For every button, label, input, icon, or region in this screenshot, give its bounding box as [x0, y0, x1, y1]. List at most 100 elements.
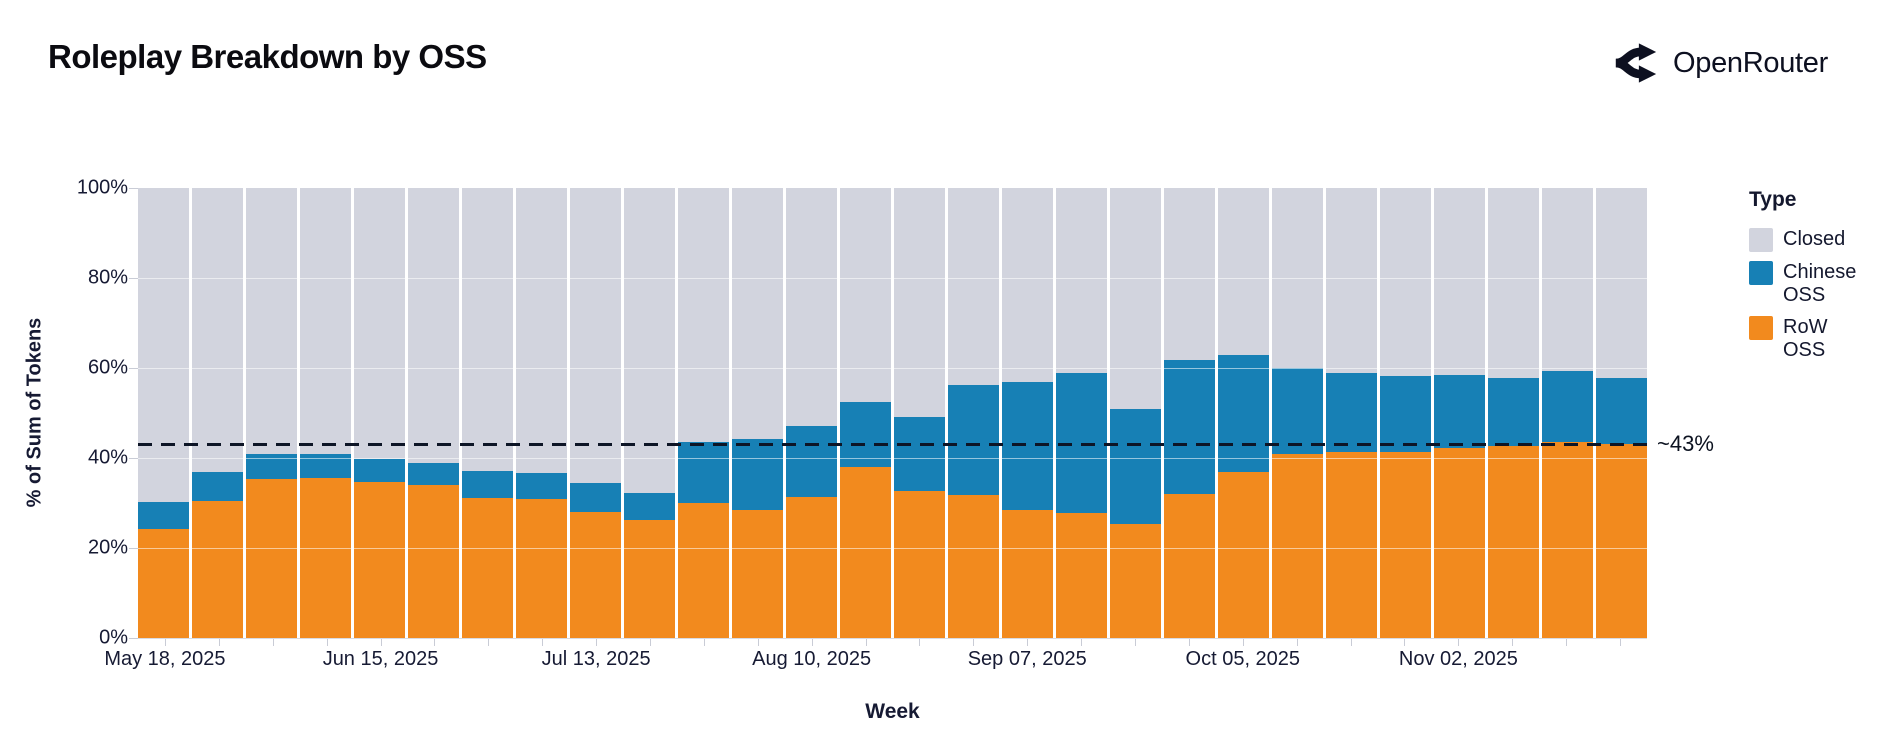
segment-row-oss — [1596, 444, 1647, 638]
bar-aug-17-2025[interactable] — [840, 188, 891, 638]
bar-oct-05-2025[interactable] — [1218, 188, 1269, 638]
x-tick-mark — [1081, 639, 1083, 646]
segment-chinese-oss — [138, 501, 189, 530]
segment-closed — [408, 188, 459, 463]
segment-closed — [894, 188, 945, 417]
bar-jul-27-2025[interactable] — [678, 188, 729, 638]
segment-chinese-oss — [1434, 375, 1485, 449]
bar-sep-21-2025[interactable] — [1110, 188, 1161, 638]
segment-chinese-oss — [1056, 372, 1107, 514]
segment-chinese-oss — [948, 385, 999, 495]
bar-aug-10-2025[interactable] — [786, 188, 837, 638]
segment-row-oss — [948, 494, 999, 638]
bar-jul-20-2025[interactable] — [624, 188, 675, 638]
segment-row-oss — [516, 498, 567, 638]
bar-jul-06-2025[interactable] — [516, 188, 567, 638]
segment-row-oss — [1218, 471, 1269, 638]
segment-chinese-oss — [624, 493, 675, 520]
bar-nov-16-2025[interactable] — [1542, 188, 1593, 638]
segment-chinese-oss — [1542, 371, 1593, 442]
segment-row-oss — [678, 503, 729, 638]
bar-sep-14-2025[interactable] — [1056, 188, 1107, 638]
bar-jun-01-2025[interactable] — [246, 188, 297, 638]
bar-oct-19-2025[interactable] — [1326, 188, 1377, 638]
bar-aug-24-2025[interactable] — [894, 188, 945, 638]
y-tick-label-20: 20% — [87, 536, 128, 559]
segment-chinese-oss — [894, 416, 945, 492]
segment-chinese-oss — [1164, 360, 1215, 494]
bar-jun-15-2025[interactable] — [354, 188, 405, 638]
bar-sep-07-2025[interactable] — [1002, 188, 1053, 638]
bar-nov-09-2025[interactable] — [1488, 188, 1539, 638]
segment-chinese-oss — [786, 425, 837, 498]
segment-closed — [1326, 188, 1377, 374]
bar-jun-08-2025[interactable] — [300, 188, 351, 638]
segment-closed — [948, 188, 999, 386]
segment-chinese-oss — [1380, 376, 1431, 452]
legend-item-chinese-oss[interactable]: Chinese OSS — [1749, 261, 1869, 307]
segment-row-oss — [246, 479, 297, 638]
x-axis-line — [138, 638, 1647, 639]
segment-closed — [246, 188, 297, 454]
segment-closed — [570, 188, 621, 484]
bar-nov-02-2025[interactable] — [1434, 188, 1485, 638]
x-tick-mark — [649, 639, 651, 646]
y-tick-mark — [129, 458, 138, 459]
x-tick-mark — [919, 639, 921, 646]
segment-row-oss — [1110, 524, 1161, 638]
page-title: Roleplay Breakdown by OSS — [48, 38, 487, 75]
segment-chinese-oss — [246, 453, 297, 480]
bar-jun-29-2025[interactable] — [462, 188, 513, 638]
segment-closed — [138, 188, 189, 502]
segment-row-oss — [624, 519, 675, 638]
bar-oct-26-2025[interactable] — [1380, 188, 1431, 638]
legend-item-row-oss[interactable]: RoW OSS — [1749, 316, 1869, 362]
segment-closed — [1056, 188, 1107, 373]
x-tick-mark — [488, 639, 490, 646]
segment-chinese-oss — [1002, 382, 1053, 511]
reference-line-label: ~43% — [1657, 431, 1714, 457]
x-tick-mark — [703, 639, 705, 646]
segment-row-oss — [1272, 453, 1323, 638]
legend-item-closed[interactable]: Closed — [1749, 228, 1869, 252]
legend: Type Closed Chinese OSS RoW OSS — [1749, 188, 1869, 371]
bar-nov-23-2025[interactable] — [1596, 188, 1647, 638]
segment-chinese-oss — [678, 442, 729, 503]
x-tick-mark — [811, 639, 813, 646]
x-tick-label: Oct 05, 2025 — [1185, 648, 1301, 670]
bar-may-18-2025[interactable] — [138, 188, 189, 638]
segment-row-oss — [354, 482, 405, 638]
x-tick-mark — [1188, 639, 1190, 646]
x-tick-mark — [1566, 639, 1568, 646]
bar-jun-22-2025[interactable] — [408, 188, 459, 638]
x-tick-mark — [434, 639, 436, 646]
bar-aug-03-2025[interactable] — [732, 188, 783, 638]
segment-closed — [840, 188, 891, 402]
segment-closed — [516, 188, 567, 473]
bar-oct-12-2025[interactable] — [1272, 188, 1323, 638]
segment-chinese-oss — [192, 472, 243, 501]
x-tick-mark — [380, 639, 382, 646]
x-tick-mark — [1350, 639, 1352, 646]
bar-jul-13-2025[interactable] — [570, 188, 621, 638]
bar-sep-28-2025[interactable] — [1164, 188, 1215, 638]
segment-closed — [1272, 188, 1323, 368]
legend-label: Closed — [1783, 228, 1846, 250]
x-tick-mark — [1027, 639, 1029, 646]
bar-aug-31-2025[interactable] — [948, 188, 999, 638]
y-tick-mark — [129, 188, 138, 189]
legend-title: Type — [1749, 188, 1797, 211]
y-tick-mark — [129, 548, 138, 549]
segment-chinese-oss — [1218, 354, 1269, 472]
segment-row-oss — [408, 485, 459, 638]
segment-chinese-oss — [300, 453, 351, 478]
segment-row-oss — [1542, 441, 1593, 638]
legend-swatch — [1749, 228, 1773, 252]
y-tick-mark — [129, 278, 138, 279]
x-tick-mark — [973, 639, 975, 646]
segment-closed — [1542, 188, 1593, 372]
bar-may-25-2025[interactable] — [192, 188, 243, 638]
segment-row-oss — [732, 509, 783, 638]
segment-row-oss — [1056, 513, 1107, 638]
